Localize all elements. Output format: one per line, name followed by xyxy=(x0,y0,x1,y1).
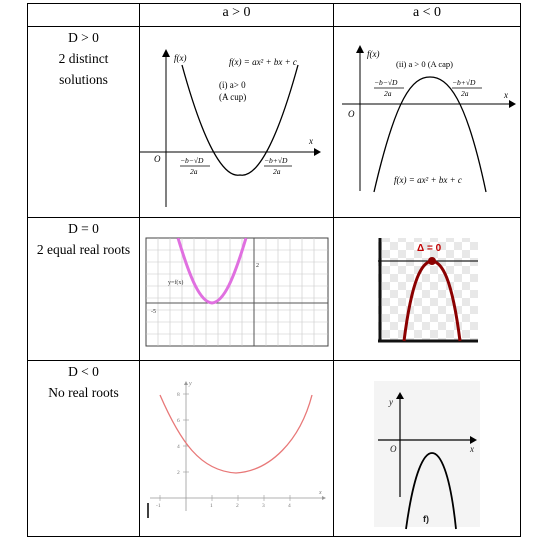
row-d-positive-condition: D > 0 xyxy=(68,30,99,45)
row-d-zero-label: D = 0 2 equal real roots xyxy=(27,217,140,361)
y-tick-6: 6 xyxy=(177,418,180,424)
header-a-negative: a < 0 xyxy=(333,3,521,27)
graph-cup-no-roots: y x 8 6 4 2 -1 1 2 3 4 xyxy=(147,381,326,518)
y-axis-label: y xyxy=(188,381,192,387)
equation-label: f(x) = ax² + bx + c xyxy=(229,57,297,67)
x-axis-label: x xyxy=(503,90,508,100)
y-axis-label: f(x) xyxy=(174,53,187,63)
row-d-positive-label: D > 0 2 distinct solutions xyxy=(27,26,140,218)
panel-label: f) xyxy=(423,514,429,524)
equation-label: f(x) = ax² + bx + c xyxy=(394,175,462,185)
root2-denominator: 2a xyxy=(273,167,281,176)
root2-numerator: −b+√D xyxy=(264,156,288,165)
row-d-zero: D = 0 2 equal real roots xyxy=(27,217,521,361)
graph-cup-double-root: y=f(x) 2 -5 xyxy=(145,237,329,347)
y-tick-8: 8 xyxy=(177,392,180,398)
x-tick-neg1: -1 xyxy=(156,503,161,509)
roots-table: a > 0 a < 0 D > 0 2 distinct solutions f… xyxy=(27,3,521,537)
root2-numerator: −b+√D xyxy=(452,78,476,87)
origin-label: O xyxy=(154,154,161,164)
root1-numerator: −b−√D xyxy=(374,78,398,87)
row-d-negative-desc: No real roots xyxy=(48,385,119,400)
header-a-positive: a > 0 xyxy=(139,3,334,27)
condition-label: (ii) a > 0 (A cap) xyxy=(396,59,453,69)
y-tick-label: 2 xyxy=(256,263,259,269)
row-d-negative-label: D < 0 No real roots xyxy=(27,360,140,537)
row-d-positive-desc2: solutions xyxy=(59,72,108,87)
cell-d-negative-cup: y x 8 6 4 2 -1 1 2 3 4 xyxy=(139,360,334,537)
header-blank xyxy=(27,3,140,27)
x-tick-4: 4 xyxy=(288,503,291,509)
x-tick-label: -5 xyxy=(151,309,156,315)
x-axis-label: x xyxy=(308,136,313,146)
x-tick-3: 3 xyxy=(262,503,265,509)
row-d-negative: D < 0 No real roots y x 8 6 xyxy=(27,360,521,537)
cell-d-negative-cap: y x O f) xyxy=(333,360,521,537)
condition-note: (A cup) xyxy=(219,92,246,102)
graph-cup-two-roots: f(x) f(x) = ax² + bx + c (i) a> 0 (A cup… xyxy=(140,49,321,207)
condition-label: (i) a> 0 xyxy=(219,80,246,90)
row-d-positive: D > 0 2 distinct solutions f(x) f(x) = a… xyxy=(27,26,521,218)
x-axis-label: x xyxy=(469,444,474,454)
curve-label: y=f(x) xyxy=(168,279,183,286)
graph-cap-no-roots: y x O f) xyxy=(374,381,480,530)
root1-numerator: −b−√D xyxy=(180,156,204,165)
row-d-positive-desc1: 2 distinct xyxy=(58,51,109,66)
y-tick-2: 2 xyxy=(177,470,180,476)
header-row: a > 0 a < 0 xyxy=(27,3,521,27)
graph-cap-two-roots: f(x) (ii) a > 0 (A cap) x O −b−√D 2a −b+… xyxy=(342,45,516,193)
y-axis-label: y xyxy=(388,397,393,407)
graph-cap-double-root: Δ = 0 xyxy=(378,238,478,343)
row-d-negative-condition: D < 0 xyxy=(68,364,99,379)
cell-d-zero-cup: y=f(x) 2 -5 xyxy=(139,217,334,361)
row-d-zero-condition: D = 0 xyxy=(68,221,99,236)
cell-d-positive-cup: f(x) f(x) = ax² + bx + c (i) a> 0 (A cup… xyxy=(139,26,334,218)
root2-denominator: 2a xyxy=(461,89,469,98)
row-d-zero-desc: 2 equal real roots xyxy=(36,242,131,257)
y-axis-label: f(x) xyxy=(367,49,380,59)
x-tick-1: 1 xyxy=(210,503,213,509)
root1-denominator: 2a xyxy=(384,89,392,98)
x-tick-2: 2 xyxy=(236,503,239,509)
origin-label: O xyxy=(348,109,355,119)
delta-zero-title: Δ = 0 xyxy=(417,243,442,254)
cell-d-positive-cap: f(x) (ii) a > 0 (A cap) x O −b−√D 2a −b+… xyxy=(333,26,521,218)
x-axis-label: x xyxy=(318,490,322,496)
origin-label: O xyxy=(390,444,397,454)
cell-d-zero-cap: Δ = 0 xyxy=(333,217,521,361)
y-tick-4: 4 xyxy=(177,444,180,450)
root1-denominator: 2a xyxy=(190,167,198,176)
